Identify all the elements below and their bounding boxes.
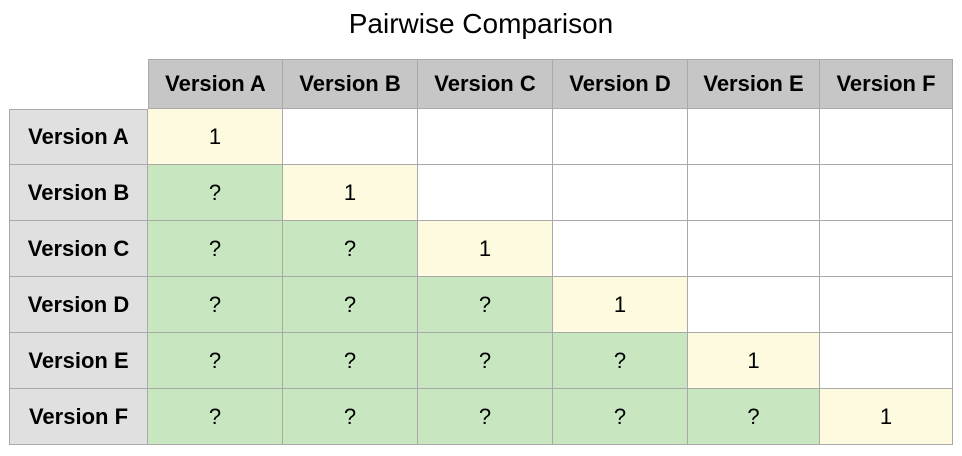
matrix-cell: ? <box>418 277 553 333</box>
diagram-title: Pairwise Comparison <box>348 8 614 39</box>
matrix-cell: ? <box>418 389 553 445</box>
matrix-cell: ? <box>148 221 283 277</box>
matrix-cell: ? <box>418 333 553 389</box>
matrix-cell <box>418 165 553 221</box>
row-header: Version E <box>9 333 148 389</box>
matrix-cell: ? <box>148 333 283 389</box>
matrix-cell: ? <box>148 277 283 333</box>
column-header: Version B <box>283 59 418 109</box>
column-header: Version C <box>418 59 553 109</box>
matrix-cell: 1 <box>688 333 820 389</box>
matrix-cell <box>553 109 688 165</box>
matrix-cell: ? <box>283 277 418 333</box>
matrix-cell: ? <box>283 333 418 389</box>
matrix-cell <box>820 277 953 333</box>
matrix-cell <box>820 165 953 221</box>
matrix-cell: 1 <box>283 165 418 221</box>
matrix-cell: 1 <box>418 221 553 277</box>
matrix-cell <box>820 109 953 165</box>
matrix-cell: 1 <box>148 109 283 165</box>
matrix-cell <box>820 221 953 277</box>
matrix-cell: 1 <box>820 389 953 445</box>
row-header: Version C <box>9 221 148 277</box>
row-header: Version F <box>9 389 148 445</box>
column-header: Version E <box>688 59 820 109</box>
matrix-cell <box>688 109 820 165</box>
column-header: Version F <box>820 59 953 109</box>
matrix-cell: ? <box>553 389 688 445</box>
matrix-cell: 1 <box>553 277 688 333</box>
matrix-cell: ? <box>553 333 688 389</box>
matrix-cell: ? <box>148 389 283 445</box>
column-header: Version A <box>148 59 283 109</box>
matrix-cell: ? <box>283 389 418 445</box>
matrix-cell <box>820 333 953 389</box>
matrix-cell <box>688 221 820 277</box>
row-header: Version A <box>9 109 148 165</box>
matrix-cell <box>688 165 820 221</box>
row-header: Version D <box>9 277 148 333</box>
matrix-cell: ? <box>688 389 820 445</box>
row-header: Version B <box>9 165 148 221</box>
matrix-cell <box>688 277 820 333</box>
matrix-cell: ? <box>148 165 283 221</box>
matrix-cell <box>283 109 418 165</box>
matrix-cell <box>553 221 688 277</box>
matrix-cell <box>553 165 688 221</box>
matrix-cell <box>418 109 553 165</box>
matrix-cell: ? <box>283 221 418 277</box>
column-header: Version D <box>553 59 688 109</box>
